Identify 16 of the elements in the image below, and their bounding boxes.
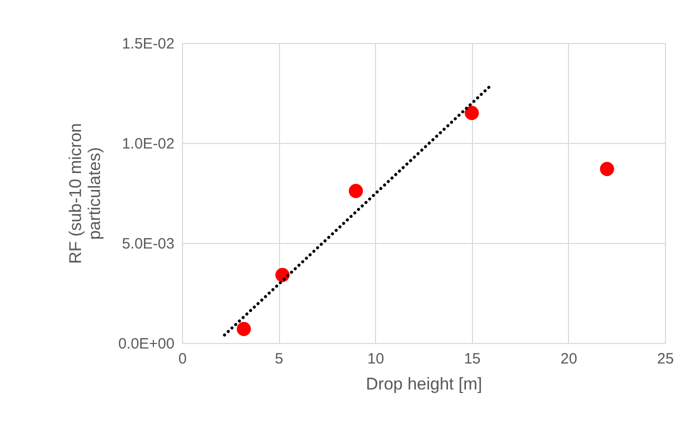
point xyxy=(348,184,363,198)
x-axis-title: Drop height [m] xyxy=(366,374,482,394)
x-tick-label: 25 xyxy=(657,350,674,368)
point xyxy=(236,322,251,336)
x-tick-label: 5 xyxy=(274,350,284,368)
x-tick-label: 0 xyxy=(178,350,187,368)
x-tick-label: 15 xyxy=(464,350,481,368)
point xyxy=(464,106,479,120)
x-tick-label: 10 xyxy=(367,350,384,368)
y-axis-title: RF (sub-10 micron particulates) xyxy=(66,123,104,264)
y-tick-label: 0.0E+00 xyxy=(118,336,174,352)
y-tick-label: 5.0E-03 xyxy=(122,236,174,252)
y-tick-label: 1.0E-02 xyxy=(122,136,174,152)
y-tick-label: 1.5E-02 xyxy=(122,36,174,52)
x-tick-label: 20 xyxy=(560,350,578,368)
point xyxy=(600,162,614,176)
